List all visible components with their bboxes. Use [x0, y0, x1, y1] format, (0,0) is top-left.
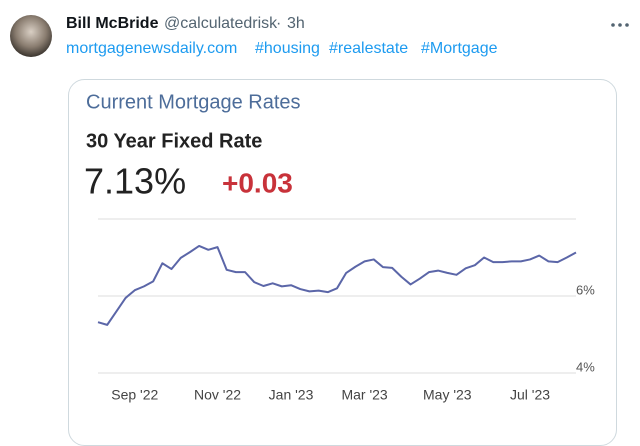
chart-subtitle: 30 Year Fixed Rate	[86, 130, 262, 152]
author-handle[interactable]: @calculatedrisk	[164, 15, 278, 32]
rate-line	[97, 244, 577, 326]
y-tick-label: 6%	[576, 282, 595, 297]
chart-title: Current Mortgage Rates	[86, 91, 301, 113]
more-button[interactable]	[611, 23, 629, 27]
separator: ·	[276, 15, 281, 32]
y-tick-label: 4%	[576, 359, 595, 374]
x-tick-label: May '23	[423, 387, 472, 403]
x-tick-label: Sep '22	[111, 387, 158, 403]
author-name[interactable]: Bill McBride	[66, 15, 159, 32]
x-tick-label: Nov '22	[194, 387, 241, 403]
hashtag[interactable]: #housing	[255, 40, 320, 57]
x-tick-label: Mar '23	[341, 387, 387, 403]
link[interactable]: mortgagenewsdaily.com	[66, 40, 237, 57]
x-tick-label: Jul '23	[510, 387, 550, 403]
avatar[interactable]	[10, 15, 52, 57]
time[interactable]: 3h	[287, 15, 305, 32]
hashtag[interactable]: #Mortgage	[421, 40, 498, 57]
x-tick-label: Jan '23	[269, 387, 314, 403]
hashtag[interactable]: #realestate	[329, 40, 408, 57]
current-rate: 7.13%	[84, 161, 186, 202]
rate-change: +0.03	[222, 167, 293, 198]
